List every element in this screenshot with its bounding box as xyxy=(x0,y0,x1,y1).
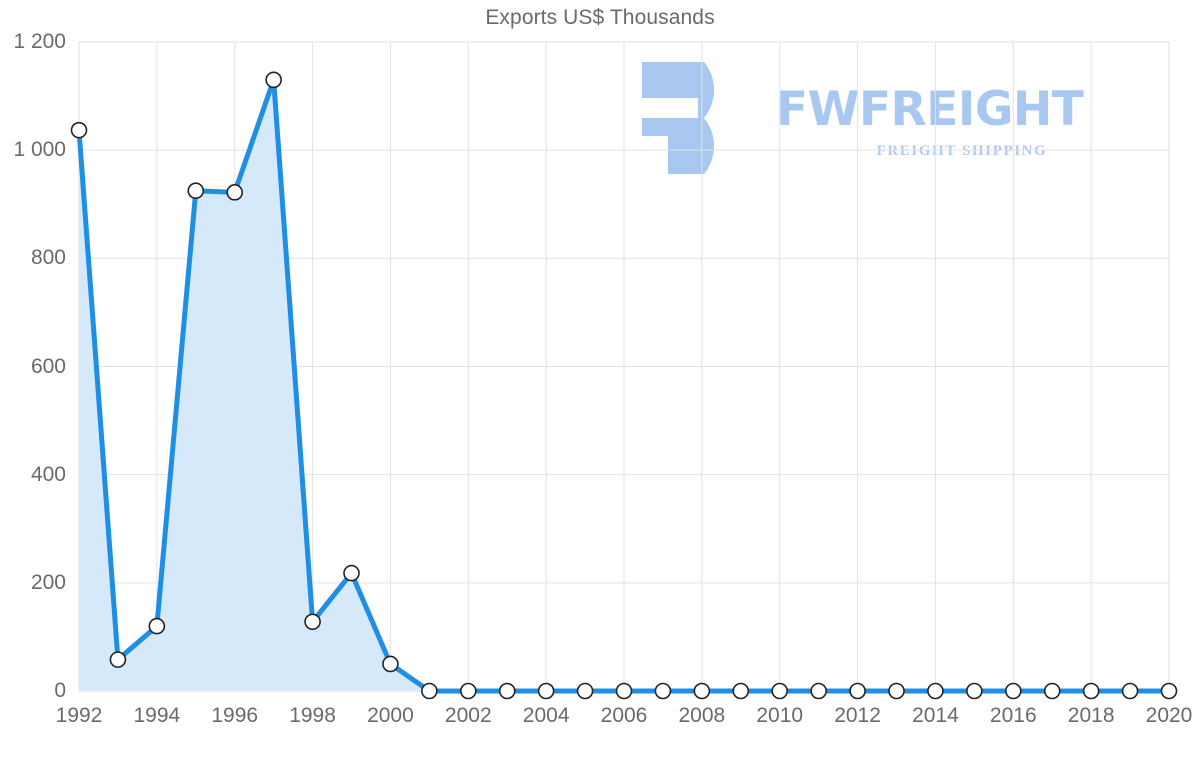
y-axis-tick-label: 200 xyxy=(30,570,66,594)
x-axis-tick-label: 1998 xyxy=(289,704,336,727)
x-axis-tick-label: 2000 xyxy=(367,704,414,727)
x-axis-tick-label: 2020 xyxy=(1145,704,1193,727)
x-axis-tick-label: 2006 xyxy=(600,704,648,727)
x-axis-tick-label: 1992 xyxy=(55,704,103,727)
x-axis-tick-label: 2004 xyxy=(522,704,570,727)
y-axis-tick-label: 600 xyxy=(30,354,66,378)
x-axis-tick-label: 2014 xyxy=(912,704,959,727)
x-axis-tick-label: 2010 xyxy=(756,704,804,727)
x-axis-tick-label: 1994 xyxy=(133,704,181,727)
x-axis-tick-label: 2016 xyxy=(989,704,1037,727)
chart-title: Exports US$ Thousands xyxy=(485,6,715,29)
x-axis-tick-label: 2018 xyxy=(1067,704,1115,727)
x-axis-tick-label: 1996 xyxy=(211,704,259,727)
y-axis-tick-label: 400 xyxy=(30,462,66,486)
series-markers xyxy=(70,71,1178,700)
y-axis-tick-label: 1 000 xyxy=(13,138,66,162)
x-axis-tick-label: 2012 xyxy=(834,704,881,727)
y-axis-tick-label: 1 200 xyxy=(13,30,66,53)
y-axis-tick-label: 800 xyxy=(30,246,66,270)
series-area-fill xyxy=(79,79,1169,691)
y-axis-tick-label: 0 xyxy=(54,679,66,702)
x-axis-tick-label: 2002 xyxy=(444,704,492,727)
x-axis-tick-label: 2008 xyxy=(678,704,726,727)
